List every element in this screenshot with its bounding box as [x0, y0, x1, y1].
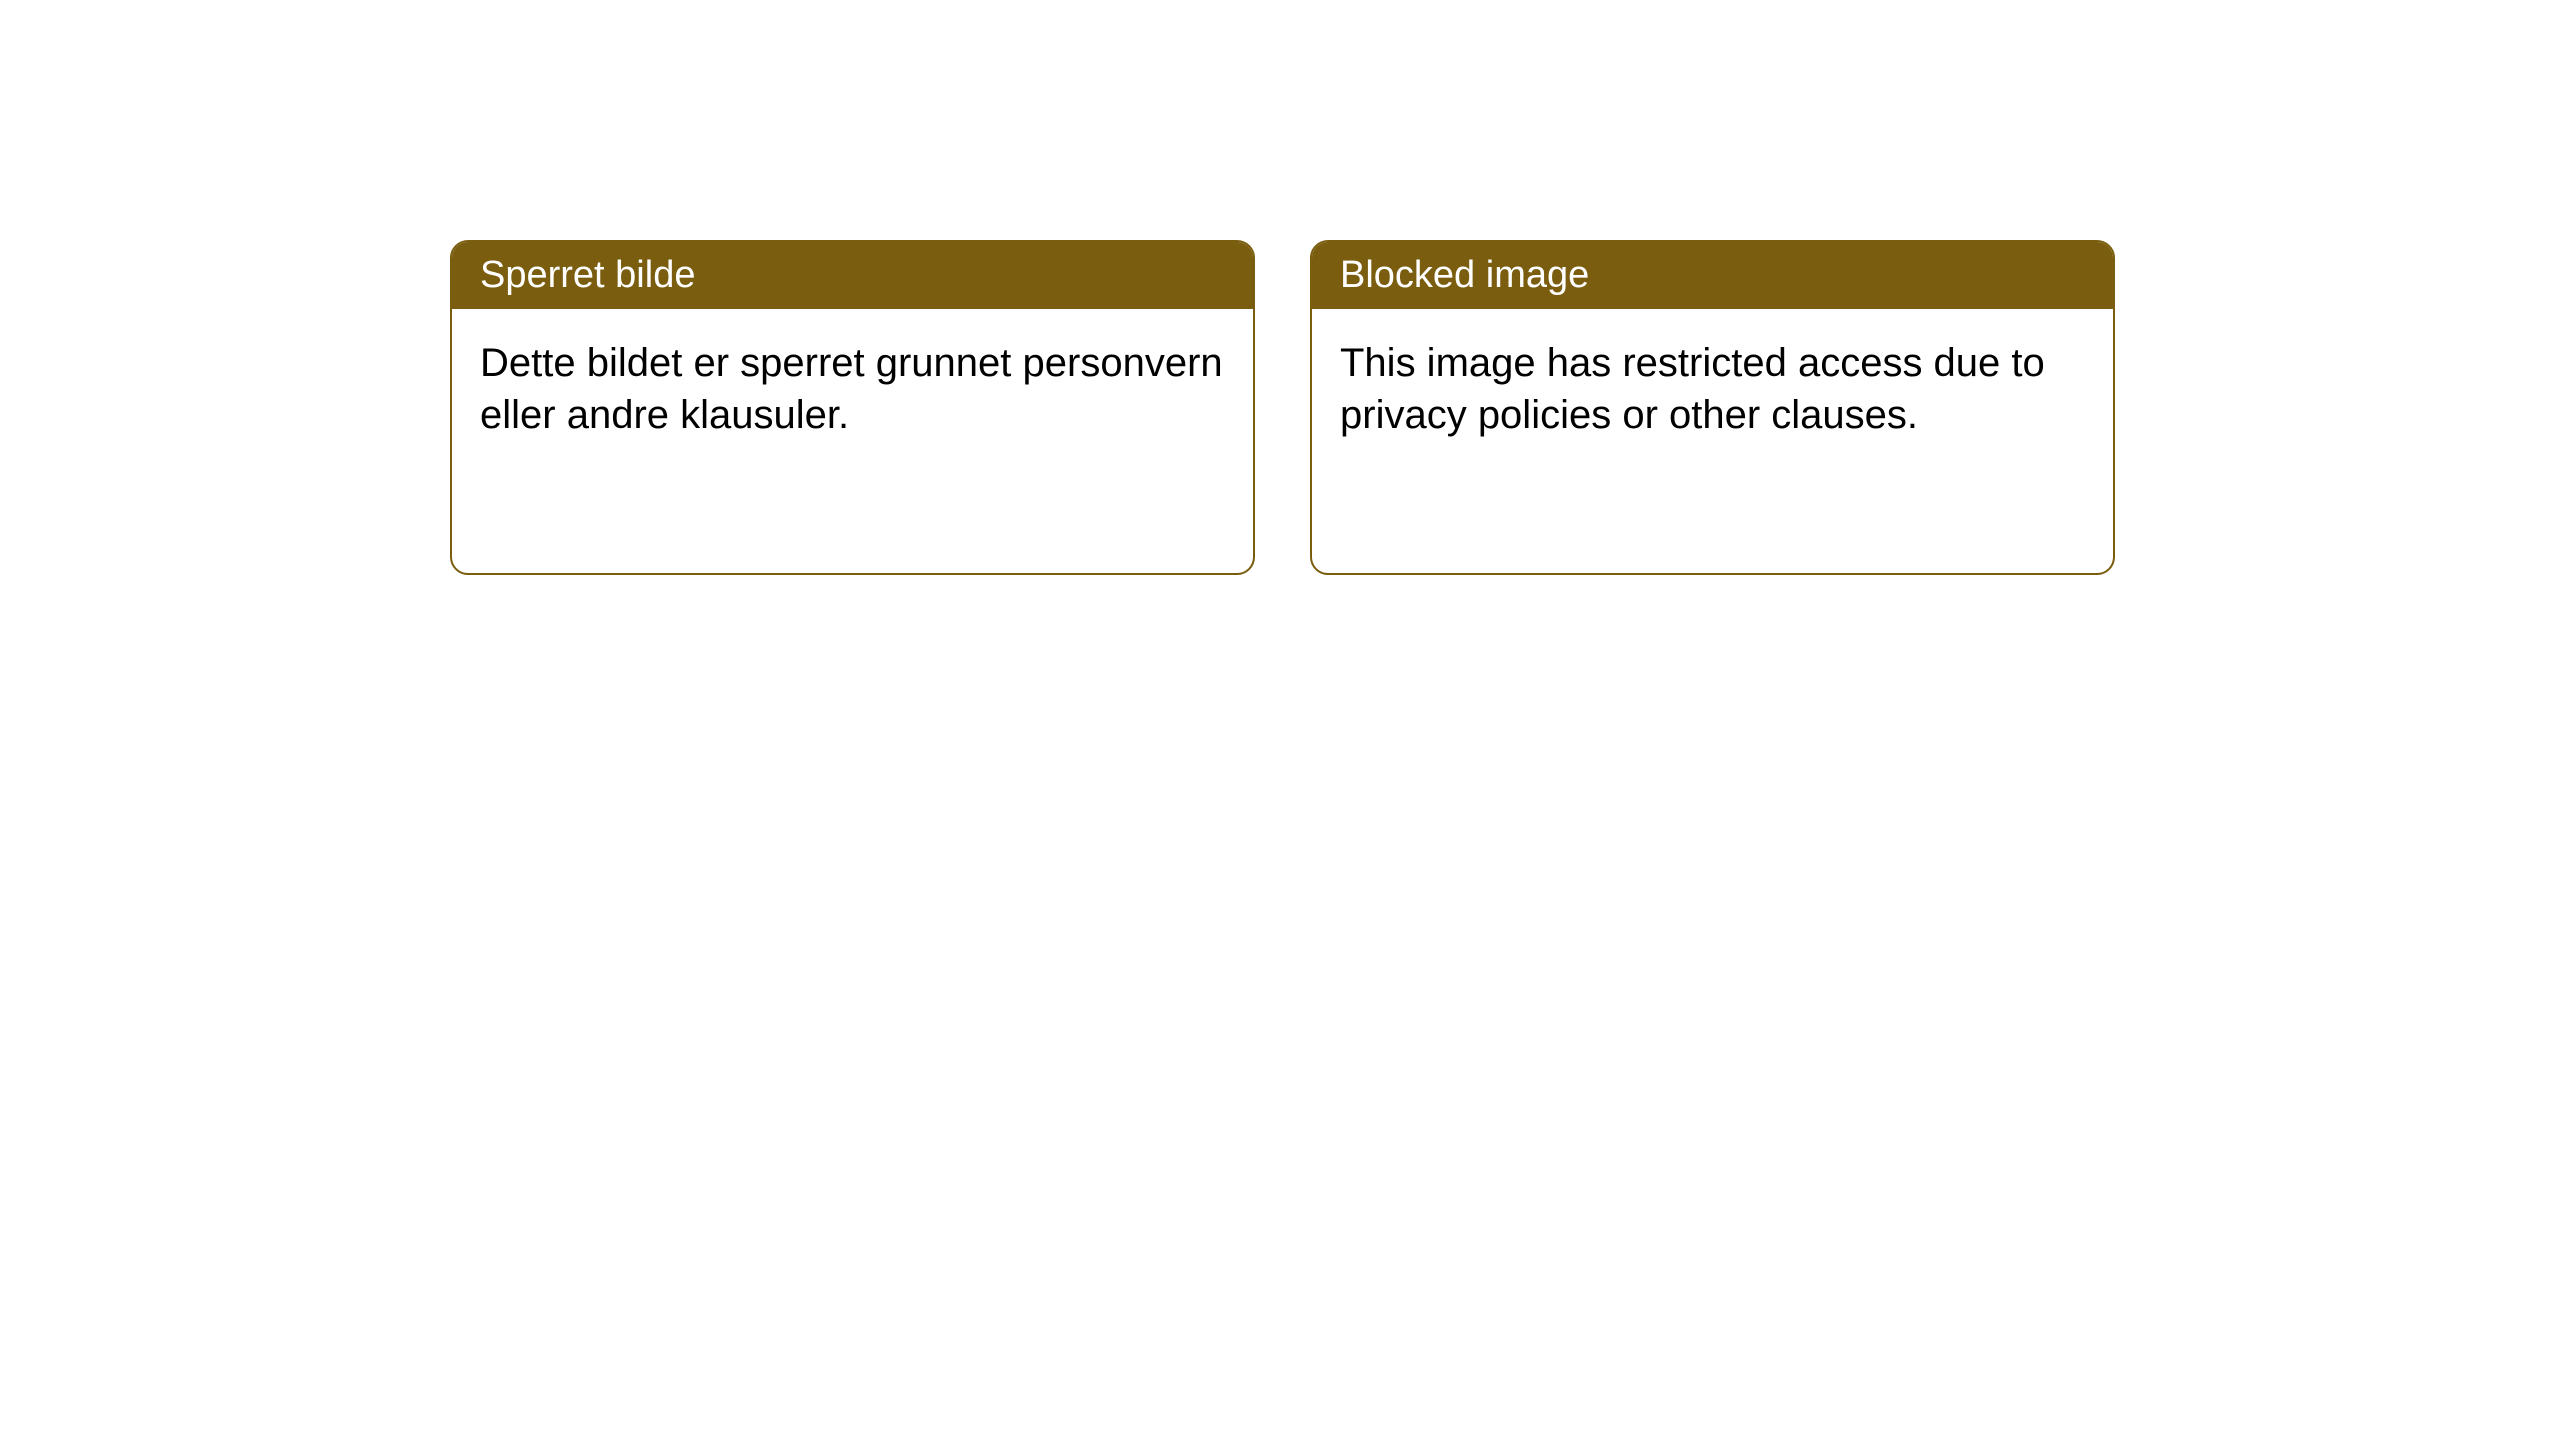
- notice-body: This image has restricted access due to …: [1312, 309, 2113, 469]
- notice-title: Blocked image: [1340, 254, 1589, 296]
- notice-body: Dette bildet er sperret grunnet personve…: [452, 309, 1253, 469]
- notice-body-text: Dette bildet er sperret grunnet personve…: [480, 341, 1223, 437]
- notice-card-english: Blocked image This image has restricted …: [1310, 240, 2115, 575]
- notice-title: Sperret bilde: [480, 254, 695, 296]
- notice-header: Sperret bilde: [452, 242, 1253, 309]
- notice-header: Blocked image: [1312, 242, 2113, 309]
- notice-container: Sperret bilde Dette bildet er sperret gr…: [0, 0, 2560, 575]
- notice-card-norwegian: Sperret bilde Dette bildet er sperret gr…: [450, 240, 1255, 575]
- notice-body-text: This image has restricted access due to …: [1340, 341, 2045, 437]
